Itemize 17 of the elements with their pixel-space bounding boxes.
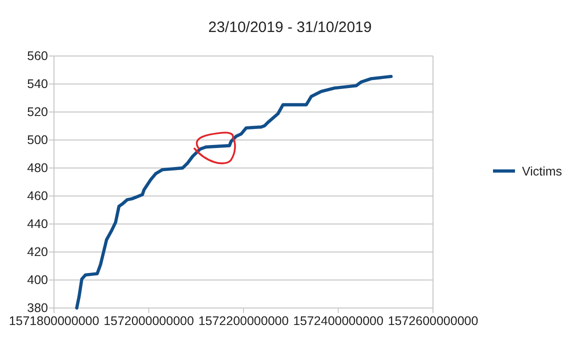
y-tick-label: 540 bbox=[27, 77, 48, 91]
chart-title: 23/10/2019 - 31/10/2019 bbox=[208, 19, 372, 36]
y-tick-label: 480 bbox=[27, 161, 48, 175]
x-tick-label: 1572200000000 bbox=[198, 314, 289, 328]
y-tick-label: 460 bbox=[27, 189, 48, 203]
y-tick-label: 380 bbox=[27, 301, 48, 315]
x-tick-label: 1572400000000 bbox=[293, 314, 384, 328]
x-tick-label: 1572600000000 bbox=[388, 314, 478, 328]
y-tick-label: 500 bbox=[27, 133, 48, 147]
y-tick-label: 440 bbox=[27, 217, 48, 231]
x-tick-label: 1572000000000 bbox=[104, 314, 194, 328]
x-tick-label: 1571800000000 bbox=[8, 314, 100, 328]
y-tick-label: 520 bbox=[27, 105, 48, 119]
legend-label: Victims bbox=[522, 164, 562, 178]
y-tick-label: 420 bbox=[27, 245, 48, 259]
y-tick-label: 560 bbox=[27, 49, 48, 63]
y-tick-label: 400 bbox=[27, 273, 48, 287]
